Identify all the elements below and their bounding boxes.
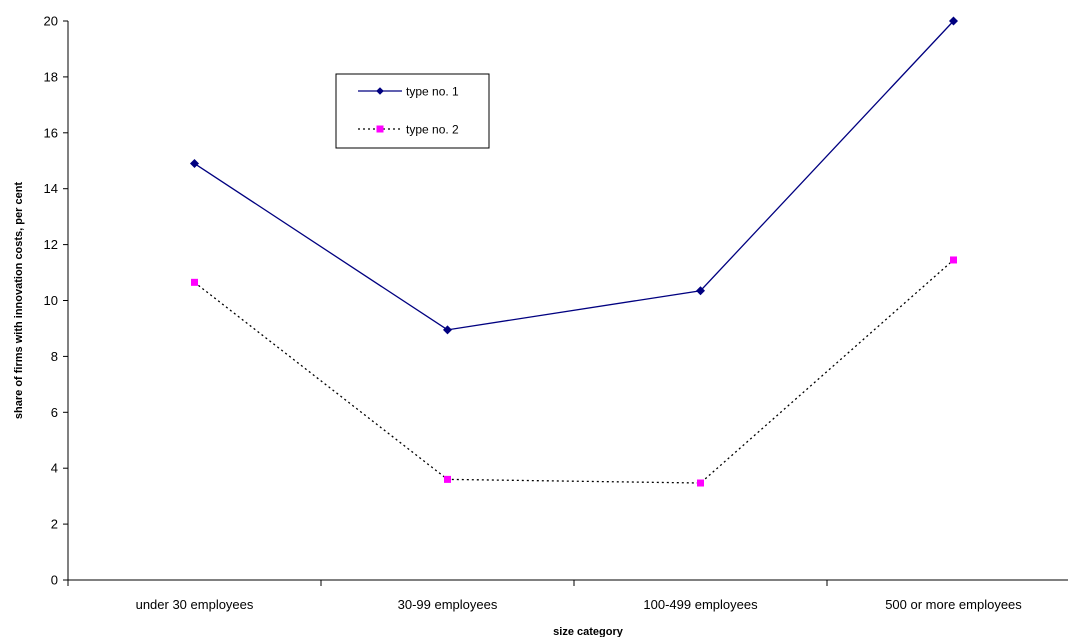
y-tick-label: 14 <box>44 181 58 196</box>
data-point <box>444 475 451 483</box>
data-point <box>695 286 706 296</box>
legend-box <box>335 73 490 149</box>
y-tick-label: 6 <box>51 405 58 420</box>
y-tick-label: 8 <box>51 349 58 364</box>
y-axis-ticks: 0 2 4 6 8 10 12 14 16 18 20 <box>44 14 68 588</box>
data-point <box>189 159 200 169</box>
series-layer <box>189 16 959 487</box>
y-tick-label: 4 <box>51 461 58 476</box>
x-axis-ticks: under 30 employees 30-99 employees 100-499… <box>67 580 1022 612</box>
legend-label: type no. 2 <box>406 123 459 137</box>
x-tick-label: 30-99 employees <box>398 597 498 612</box>
legend-items: type no. 1 type no. 2 <box>358 85 459 137</box>
legend-item-1: type no. 1 <box>358 85 459 99</box>
data-point <box>191 278 198 286</box>
y-tick-label: 0 <box>51 573 58 588</box>
legend-marker <box>376 87 384 95</box>
x-tick-label: 100-499 employees <box>643 597 758 612</box>
data-point <box>697 479 704 487</box>
x-axis-title: size category <box>553 626 624 637</box>
y-tick-label: 12 <box>44 237 58 252</box>
series-1 <box>189 16 959 335</box>
series-line <box>194 259 954 484</box>
data-point <box>442 325 453 335</box>
series-line <box>194 20 954 331</box>
axes <box>67 21 1068 581</box>
y-axis-title: share of firms with innovation costs, pe… <box>13 182 25 419</box>
y-tick-label: 18 <box>44 69 58 84</box>
series-2 <box>191 256 957 487</box>
x-tick-label: under 30 employees <box>136 597 254 612</box>
y-tick-label: 16 <box>44 125 58 140</box>
data-point <box>948 16 959 26</box>
data-point <box>950 256 957 264</box>
y-tick-label: 20 <box>44 14 58 29</box>
x-tick-label: 500 or more employees <box>885 597 1022 612</box>
legend-label: type no. 1 <box>406 85 459 99</box>
y-tick-label: 10 <box>44 293 58 308</box>
legend-marker <box>376 125 384 133</box>
legend-item-2: type no. 2 <box>358 123 459 137</box>
y-tick-label: 2 <box>51 517 58 532</box>
legend: type no. 1 type no. 2 <box>335 73 490 149</box>
